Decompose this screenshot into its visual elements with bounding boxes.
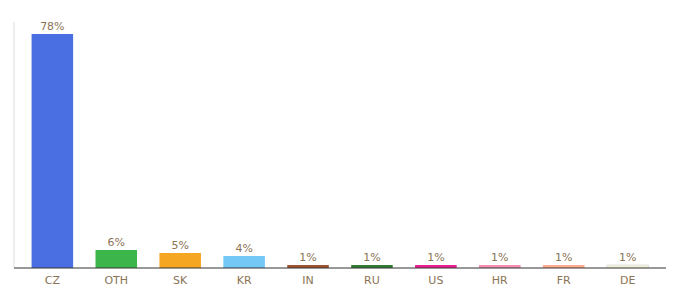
data-label: 1%: [363, 251, 380, 264]
x-tick-label: HR: [492, 274, 508, 287]
x-tick-label: KR: [237, 274, 252, 287]
bar: [96, 250, 138, 268]
x-tick-label: CZ: [45, 274, 61, 287]
x-axis-line: [14, 268, 666, 269]
data-label: 1%: [491, 251, 508, 264]
y-axis-line: [14, 22, 15, 268]
x-tick-label: DE: [620, 274, 635, 287]
chart: 78% 6% 5% 4% 1% 1% 1% 1% 1% 1% CZ OTH SK KR IN RU US HR FR…: [0, 0, 680, 300]
data-label: 1%: [555, 251, 572, 264]
bar: [223, 256, 265, 268]
bars: [32, 34, 649, 268]
x-tick-label: RU: [364, 274, 380, 287]
x-tick-label: FR: [557, 274, 571, 287]
data-label: 1%: [619, 251, 636, 264]
data-label: 1%: [427, 251, 444, 264]
chart-container: 78% 6% 5% 4% 1% 1% 1% 1% 1% 1% CZ OTH SK KR IN RU US HR FR…: [0, 0, 680, 300]
x-tick-label: IN: [302, 274, 313, 287]
data-label: 5%: [171, 239, 188, 252]
x-tick-label: US: [428, 274, 443, 287]
data-label: 1%: [299, 251, 316, 264]
data-label: 6%: [108, 236, 125, 249]
data-label: 78%: [40, 20, 64, 33]
bar: [32, 34, 74, 268]
bar: [159, 253, 201, 268]
x-tick-label: OTH: [104, 274, 128, 287]
x-tick-label: SK: [173, 274, 188, 287]
data-label: 4%: [235, 242, 252, 255]
